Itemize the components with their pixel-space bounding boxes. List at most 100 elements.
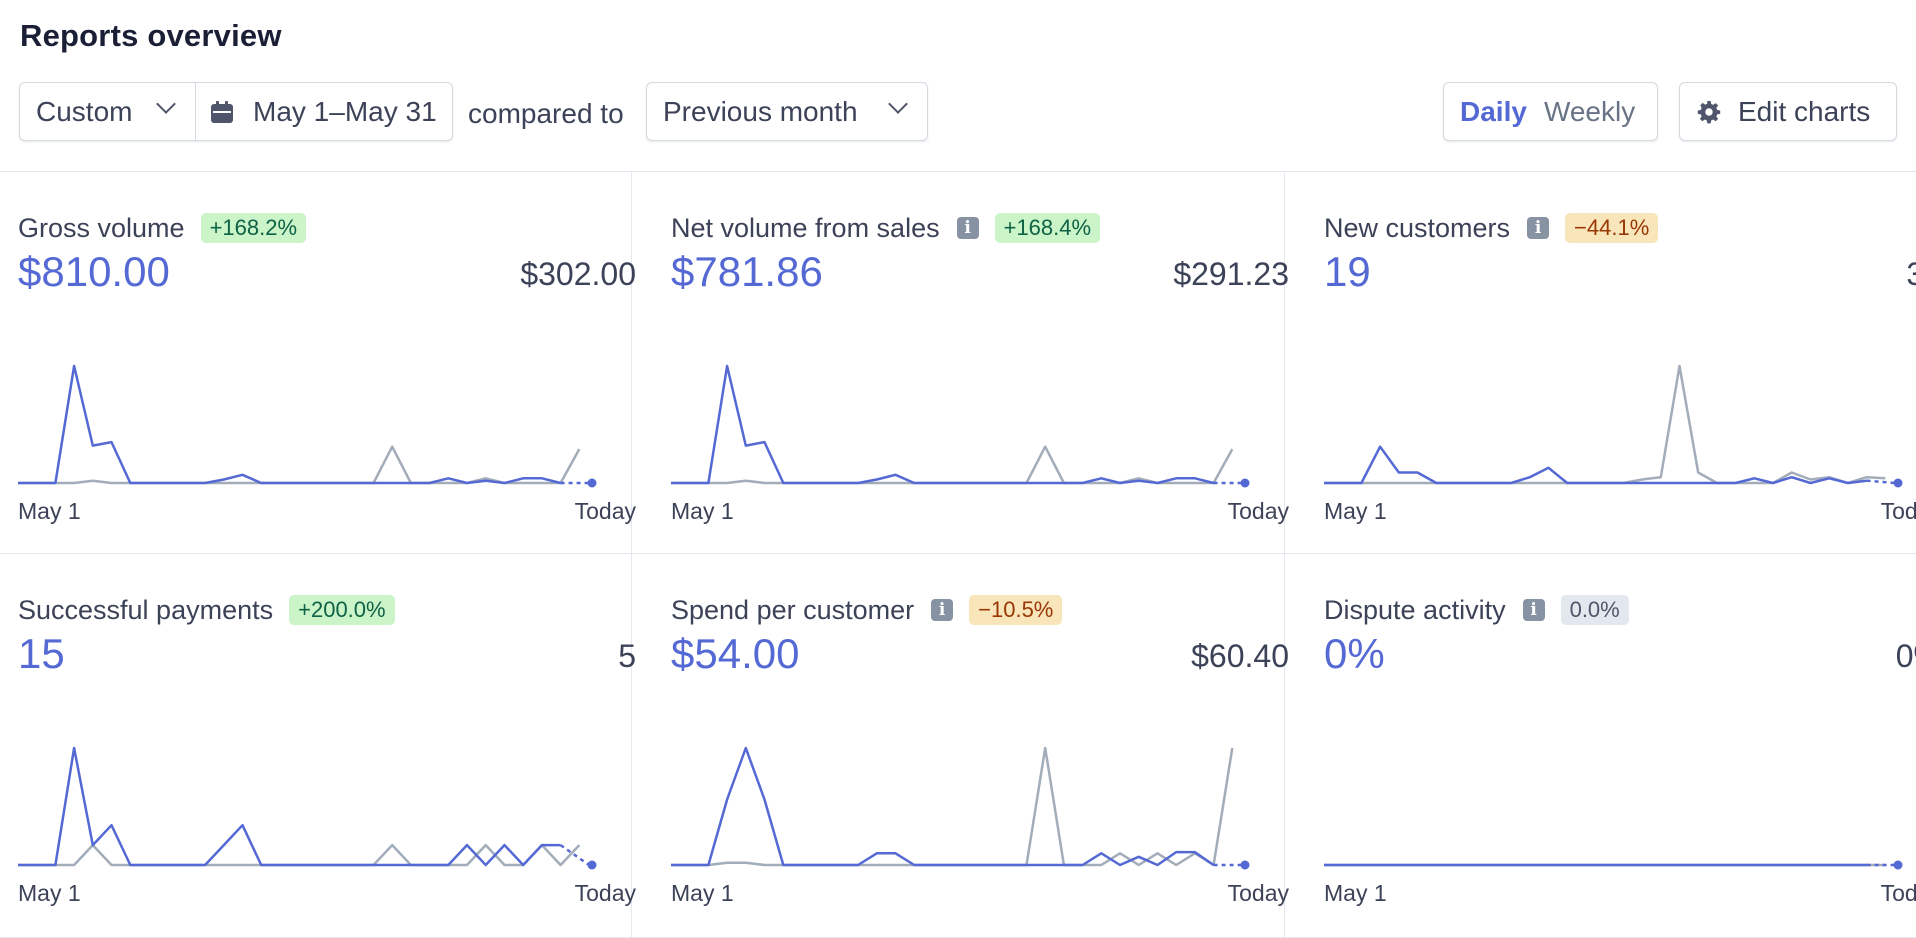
grid-divider	[631, 171, 632, 938]
previous-value: $60.40	[1191, 638, 1289, 674]
card-title[interactable]: Net volume from sales	[671, 212, 940, 243]
current-period-projection	[559, 844, 590, 867]
change-badge: +168.2%	[200, 213, 307, 243]
axis-start-label: May 1	[1324, 498, 1387, 524]
previous-value: 5	[618, 638, 636, 674]
current-value: 19	[1324, 248, 1371, 295]
change-badge: +200.0%	[289, 595, 395, 625]
card-title[interactable]: Successful payments	[18, 594, 274, 625]
today-point	[587, 478, 597, 488]
page-title: Reports overview	[20, 18, 282, 53]
current-period-line	[671, 746, 1215, 867]
info-icon[interactable]: i	[956, 217, 979, 239]
comparison-period-select[interactable]: Previous month	[646, 82, 928, 141]
range-preset-select[interactable]: Custom	[20, 83, 196, 140]
change-badge: 0.0%	[1560, 595, 1629, 625]
calendar-icon	[211, 100, 233, 123]
current-value: 15	[18, 630, 65, 677]
change-badge: −44.1%	[1565, 213, 1659, 243]
chevron-down-icon	[156, 94, 176, 114]
report-card[interactable]: Gross volume +168.2% $810.00 $302.00 May 1…	[0, 172, 653, 555]
current-period-line	[671, 364, 1214, 485]
sparkline-chart	[1324, 744, 1904, 870]
axis-end-label: Today	[574, 880, 636, 906]
previous-period-line	[671, 746, 1234, 867]
sparkline-chart	[18, 744, 598, 870]
axis-end-label: Today	[1227, 880, 1289, 906]
axis-end-label: Today	[1227, 498, 1289, 524]
change-badge: +168.4%	[994, 213, 1101, 243]
previous-period-line	[671, 445, 1234, 485]
sparkline-chart	[1324, 362, 1904, 488]
filter-toolbar: Custom May 1–May 31 compared to Previous…	[0, 82, 1916, 142]
report-card[interactable]: Spend per customer i −10.5% $54.00 $60.40 M…	[653, 554, 1306, 937]
interval-weekly-option[interactable]: Weekly	[1543, 95, 1636, 127]
previous-value: 34	[1906, 256, 1916, 292]
interval-toggle: Daily Weekly	[1443, 82, 1658, 141]
current-period-line	[1324, 445, 1867, 485]
grid-divider	[0, 553, 1916, 554]
date-range-picker[interactable]: May 1–May 31	[196, 83, 452, 140]
interval-daily-option[interactable]: Daily	[1460, 95, 1527, 127]
card-header: Dispute activity i 0.0%	[1324, 591, 1629, 629]
today-point	[587, 860, 597, 870]
axis-start-label: May 1	[1324, 880, 1387, 906]
report-card[interactable]: New customers i −44.1% 19 34 May 1 Today	[1306, 172, 1916, 555]
sparkline-svg	[18, 364, 597, 488]
sparkline-svg	[1324, 364, 1903, 488]
comparison-period-label: Previous month	[663, 95, 858, 127]
report-card[interactable]: Dispute activity i 0.0% 0% 0% May 1 Today	[1306, 554, 1916, 937]
edit-charts-button[interactable]: Edit charts	[1679, 82, 1897, 141]
axis-start-label: May 1	[18, 880, 81, 906]
previous-period-line	[1324, 364, 1886, 485]
previous-value: 0%	[1895, 638, 1916, 674]
current-value: $810.00	[18, 248, 170, 295]
report-card[interactable]: Successful payments +200.0% 15 5 May 1 Tod…	[0, 554, 653, 937]
compared-to-label: compared to	[468, 98, 624, 129]
current-period-line	[18, 364, 561, 485]
gear-icon	[1697, 100, 1721, 124]
report-cards-grid	[0, 171, 1916, 938]
sparkline-svg	[1324, 860, 1903, 870]
axis-end-label: Today	[574, 498, 636, 524]
date-range-control: Custom May 1–May 31	[19, 82, 453, 141]
card-header: New customers i −44.1%	[1324, 209, 1659, 247]
current-value: $54.00	[671, 630, 800, 677]
card-header: Net volume from sales i +168.4%	[671, 209, 1101, 247]
info-icon[interactable]: i	[1527, 217, 1550, 239]
range-preset-label: Custom	[36, 95, 133, 127]
axis-start-label: May 1	[671, 498, 734, 524]
card-title[interactable]: New customers	[1324, 212, 1511, 243]
current-period-line	[18, 746, 561, 867]
sparkline-svg	[671, 746, 1250, 870]
today-point	[1240, 860, 1250, 870]
card-title[interactable]: Gross volume	[18, 212, 185, 243]
axis-start-label: May 1	[671, 880, 734, 906]
card-title[interactable]: Spend per customer	[671, 594, 915, 625]
grid-divider	[1284, 171, 1285, 938]
change-badge: −10.5%	[969, 595, 1063, 625]
today-point	[1893, 860, 1903, 870]
previous-value: $291.23	[1173, 256, 1289, 292]
previous-value: $302.00	[520, 256, 636, 292]
sparkline-chart	[18, 362, 598, 488]
card-header: Successful payments +200.0%	[18, 591, 395, 629]
info-icon[interactable]: i	[1522, 599, 1545, 621]
card-header: Spend per customer i −10.5%	[671, 591, 1063, 629]
report-card[interactable]: Net volume from sales i +168.4% $781.86 $29…	[653, 172, 1306, 555]
today-point	[1240, 478, 1250, 488]
info-icon[interactable]: i	[931, 599, 954, 621]
axis-end-label: Today	[1880, 880, 1916, 906]
today-point	[1893, 478, 1903, 488]
sparkline-svg	[18, 746, 597, 870]
date-range-label: May 1–May 31	[253, 95, 437, 127]
edit-charts-label: Edit charts	[1738, 95, 1871, 127]
previous-period-line	[18, 445, 581, 485]
current-value: $781.86	[671, 248, 823, 295]
sparkline-chart	[671, 744, 1251, 870]
current-value: 0%	[1324, 630, 1385, 677]
current-period-projection	[1866, 479, 1896, 485]
card-title[interactable]: Dispute activity	[1324, 594, 1506, 625]
card-header: Gross volume +168.2%	[18, 209, 307, 247]
sparkline-svg	[671, 364, 1250, 488]
